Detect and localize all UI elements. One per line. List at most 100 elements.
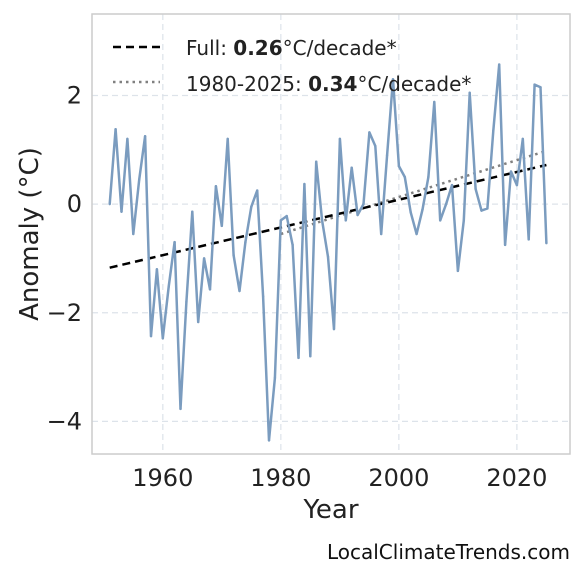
data-point-2022 (527, 238, 530, 241)
data-point-2012 (468, 91, 471, 94)
data-point-2010 (456, 269, 460, 273)
data-point-1997 (379, 232, 383, 236)
data-point-1960 (161, 337, 165, 340)
legend-full-value: 0.26 (233, 36, 282, 60)
data-point-1958 (149, 334, 153, 338)
data-point-1985 (309, 355, 312, 358)
data-point-2025 (545, 242, 548, 245)
data-point-1988 (326, 255, 330, 259)
trend-line-1980-2025 (280, 149, 547, 236)
anomaly-series-line (108, 63, 548, 442)
data-point-1953 (120, 210, 123, 213)
data-point-2014 (480, 209, 483, 212)
data-point-2004 (421, 208, 424, 211)
data-point-1986 (315, 160, 318, 163)
data-point-2019 (509, 170, 513, 173)
legend-recent-prefix: 1980-2025: (186, 72, 308, 96)
data-point-1996 (374, 144, 377, 148)
data-point-1952 (114, 127, 117, 131)
data-point-1982 (291, 243, 294, 247)
data-point-1959 (155, 268, 159, 271)
data-point-1990 (338, 137, 342, 141)
data-point-2023 (533, 83, 536, 86)
data-point-1981 (285, 214, 288, 218)
data-point-1974 (244, 240, 247, 244)
source-watermark: LocalClimateTrends.com (326, 540, 570, 564)
x-tick-2020: 2020 (486, 464, 547, 492)
y-tick-1: −2 (47, 299, 82, 327)
x-tick-labels: 1960 1980 2000 2020 (132, 464, 547, 492)
legend-recent-label: 1980-2025: 0.34°C/decade* (186, 72, 471, 96)
trend-line-full (109, 163, 547, 269)
data-point-1964 (185, 300, 188, 304)
data-point-1989 (332, 327, 336, 331)
data-point-1972 (232, 253, 235, 257)
data-point-1984 (303, 182, 306, 186)
anomaly-points (108, 63, 548, 442)
trend-lines (109, 149, 547, 269)
data-point-1999 (391, 77, 395, 81)
data-point-1994 (362, 202, 365, 206)
x-tick-1980: 1980 (250, 464, 311, 492)
data-point-1980 (279, 219, 283, 222)
data-point-1973 (238, 289, 241, 293)
data-point-1965 (191, 210, 194, 213)
legend-full-prefix: Full: (186, 36, 233, 60)
data-point-1969 (214, 184, 218, 188)
data-point-2013 (474, 187, 477, 191)
data-point-1961 (167, 285, 170, 288)
data-point-2017 (497, 63, 501, 66)
data-point-2021 (521, 137, 524, 141)
legend-full-label: Full: 0.26°C/decade* (186, 36, 397, 60)
data-point-2015 (486, 207, 489, 210)
y-tick-labels: −4 −2 0 2 (47, 81, 82, 435)
legend-recent-value: 0.34 (308, 72, 357, 96)
data-point-2007 (438, 219, 442, 222)
data-point-2011 (462, 219, 465, 222)
y-tick-2: 0 (67, 190, 82, 218)
data-point-1975 (250, 205, 253, 209)
data-point-1976 (256, 189, 259, 192)
data-point-1970 (220, 224, 224, 228)
data-point-1967 (202, 257, 206, 260)
data-point-1951 (108, 202, 111, 206)
plot-frame (91, 13, 571, 455)
data-point-1979 (273, 376, 277, 380)
x-tick-1960: 1960 (132, 464, 193, 492)
data-point-2008 (444, 202, 448, 206)
data-point-2016 (492, 129, 495, 132)
data-point-2005 (427, 175, 430, 179)
data-point-1968 (208, 288, 212, 291)
y-axis-title: Anomaly (°C) (15, 147, 45, 321)
data-point-2006 (433, 100, 436, 104)
data-point-1991 (344, 219, 347, 222)
data-point-1962 (173, 240, 176, 244)
data-point-1966 (197, 320, 200, 324)
data-point-1955 (132, 232, 135, 236)
data-point-1957 (143, 135, 147, 138)
data-point-1977 (261, 295, 265, 298)
data-point-1963 (179, 407, 182, 411)
data-point-1983 (297, 356, 300, 360)
data-point-2003 (415, 232, 418, 236)
y-tick-3: 2 (67, 81, 82, 109)
data-point-1978 (267, 439, 271, 442)
data-point-2001 (403, 175, 406, 179)
data-point-1995 (368, 131, 371, 134)
data-point-2020 (515, 183, 519, 187)
data-point-1956 (138, 178, 141, 181)
legend-full-suffix: °C/decade* (283, 36, 397, 60)
data-point-1998 (385, 154, 389, 157)
x-tick-2000: 2000 (368, 464, 429, 492)
y-tick-0: −4 (47, 407, 82, 435)
data-point-1954 (126, 137, 129, 141)
data-point-2002 (409, 211, 412, 214)
data-point-1971 (226, 137, 229, 141)
x-axis-title: Year (302, 495, 358, 525)
data-point-2000 (397, 164, 401, 168)
data-point-1987 (320, 219, 324, 222)
legend: Full: 0.26°C/decade* 1980-2025: 0.34°C/d… (113, 36, 471, 96)
data-point-2018 (503, 243, 507, 247)
data-point-1993 (356, 213, 359, 217)
